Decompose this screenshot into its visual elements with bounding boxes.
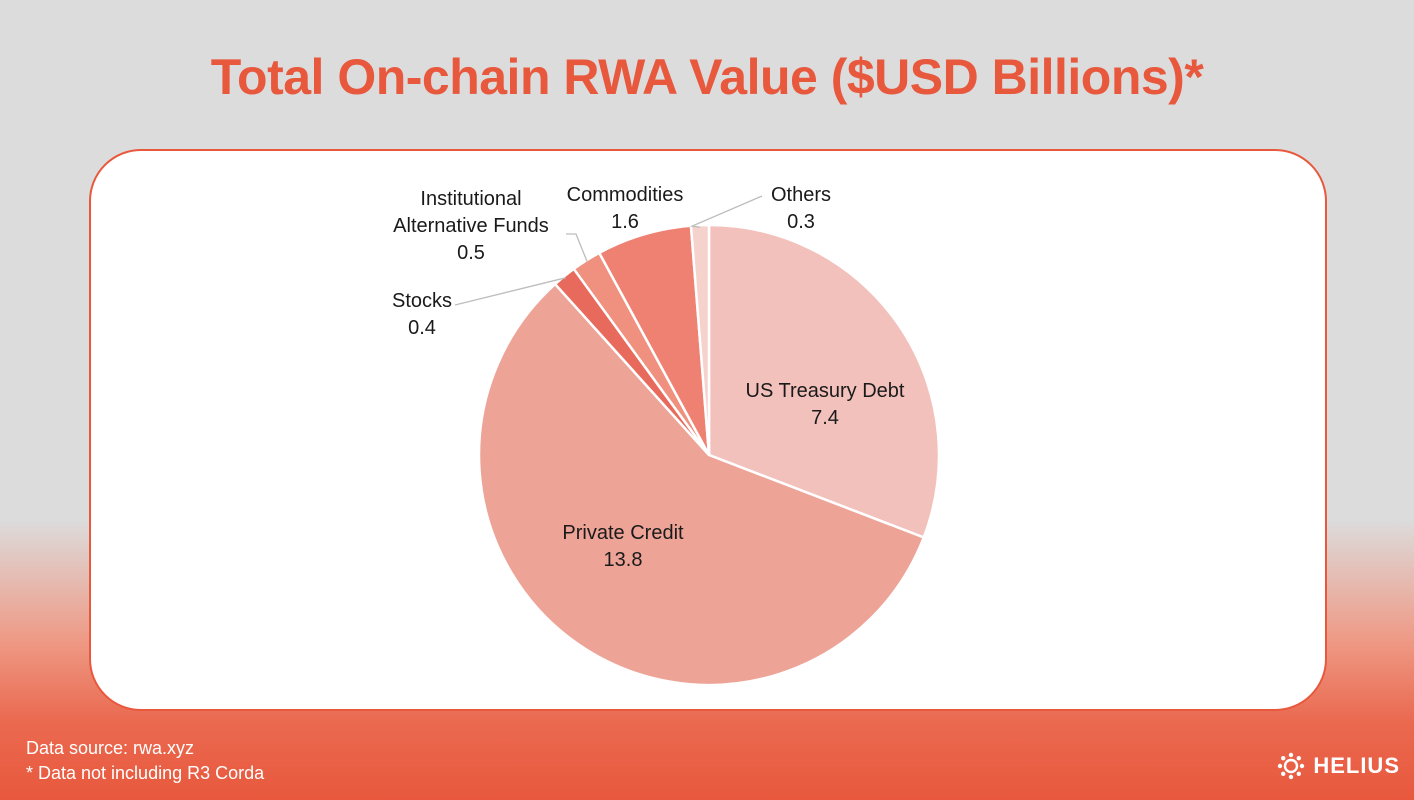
leader-line-others xyxy=(689,195,763,228)
leader-lines xyxy=(454,195,763,306)
slice-value-institutional-alternative-funds: 0.5 xyxy=(457,242,485,264)
slice-label-others: Others 0.3 xyxy=(771,184,831,233)
pie-slice-private-credit xyxy=(477,282,926,687)
chart-title: Total On-chain RWA Value ($USD Billions)… xyxy=(210,49,1204,105)
slice-value-us-treasury-debt: 7.4 xyxy=(811,407,839,429)
leader-line-stocks xyxy=(454,277,566,306)
pie-slice-others xyxy=(689,223,711,456)
slice-label-private-credit: Private Credit 13.8 xyxy=(562,522,684,571)
slice-value-others: 0.3 xyxy=(787,211,815,233)
slice-label-us-treasury-debt: US Treasury Debt 7.4 xyxy=(746,380,905,429)
slice-labels: US Treasury Debt 7.4 Private Credit 13.8 Sto… xyxy=(392,184,905,571)
leader-line-institutional-alternative-funds xyxy=(566,233,588,263)
slice-label-institutional-alternative-funds: Institutional Alternative Funds 0.5 xyxy=(393,188,549,264)
slice-value-private-credit: 13.8 xyxy=(604,549,643,571)
pie-slice-us-treasury-debt xyxy=(707,223,941,540)
slice-value-commodities: 1.6 xyxy=(611,211,639,233)
pie-slices xyxy=(477,223,941,687)
sun-ring-icon xyxy=(1278,752,1305,780)
slice-label-commodities: Commodities 1.6 xyxy=(567,184,684,233)
data-source-note: Data source: rwa.xyz xyxy=(26,738,195,758)
brand-name: HELIUS xyxy=(1313,753,1400,778)
slice-label-stocks: Stocks 0.4 xyxy=(392,290,452,339)
footnote: * Data not including R3 Corda xyxy=(26,763,265,783)
brand-logo: HELIUS xyxy=(1277,752,1400,780)
slice-value-stocks: 0.4 xyxy=(408,317,436,339)
